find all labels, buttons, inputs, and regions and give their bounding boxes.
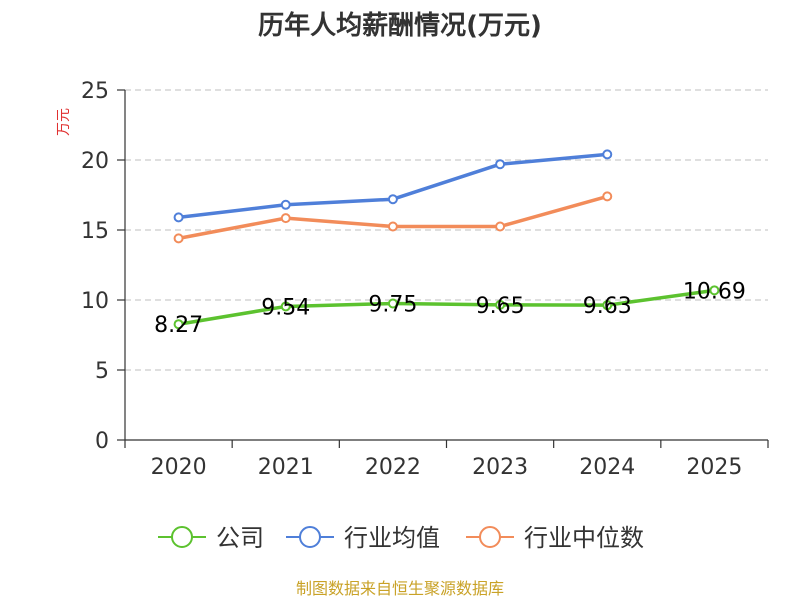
data-point xyxy=(602,300,613,311)
x-tick-label: 2024 xyxy=(579,455,635,480)
data-point xyxy=(387,221,398,232)
data-point xyxy=(709,285,720,296)
legend-marker xyxy=(171,526,193,548)
legend-label: 行业均值 xyxy=(344,524,440,552)
data-label: 10.69 xyxy=(683,279,746,304)
y-tick-label: 15 xyxy=(81,219,109,244)
data-point xyxy=(173,212,184,223)
data-point xyxy=(495,221,506,232)
data-label: 9.75 xyxy=(368,293,417,318)
data-point xyxy=(602,191,613,202)
data-point xyxy=(387,298,398,309)
legend-label: 行业中位数 xyxy=(524,524,644,552)
y-tick-label: 20 xyxy=(81,149,109,174)
grid-lines xyxy=(125,89,768,371)
y-tick-label: 10 xyxy=(81,289,109,314)
data-point xyxy=(280,199,291,210)
data-label: 8.27 xyxy=(154,313,203,338)
data-point xyxy=(602,149,613,160)
data-point xyxy=(387,194,398,205)
data-labels: 8.27 9.54 9.75 9.65 9.63 10.69 xyxy=(154,279,746,338)
y-tick-label: 5 xyxy=(95,359,109,384)
series-lines xyxy=(173,149,720,330)
legend-marker xyxy=(299,526,321,548)
data-point xyxy=(495,299,506,310)
legend: 公司 行业均值 行业中位数 xyxy=(158,524,644,552)
data-label: 9.63 xyxy=(583,294,632,319)
y-tick-label: 0 xyxy=(95,429,109,454)
x-tick-label: 2023 xyxy=(472,455,528,480)
data-point xyxy=(173,319,184,330)
series-line xyxy=(176,152,609,220)
data-point xyxy=(280,301,291,312)
x-tick-label: 2025 xyxy=(686,455,742,480)
data-point xyxy=(173,233,184,244)
source-note: 制图数据来自恒生聚源数据库 xyxy=(296,579,504,598)
x-tick-label: 2022 xyxy=(365,455,421,480)
y-axis-label: 万元 xyxy=(56,108,72,136)
chart-title: 历年人均薪酬情况(万元) xyxy=(258,10,542,41)
data-label: 9.54 xyxy=(261,295,310,320)
legend-marker xyxy=(479,526,501,548)
data-point xyxy=(280,213,291,224)
legend-label: 公司 xyxy=(216,524,264,552)
x-tick-label: 2021 xyxy=(258,455,314,480)
series-line xyxy=(176,288,717,326)
y-tick-label: 25 xyxy=(81,79,109,104)
data-point xyxy=(495,159,506,170)
data-label: 9.65 xyxy=(476,294,525,319)
x-tick-label: 2020 xyxy=(151,455,207,480)
